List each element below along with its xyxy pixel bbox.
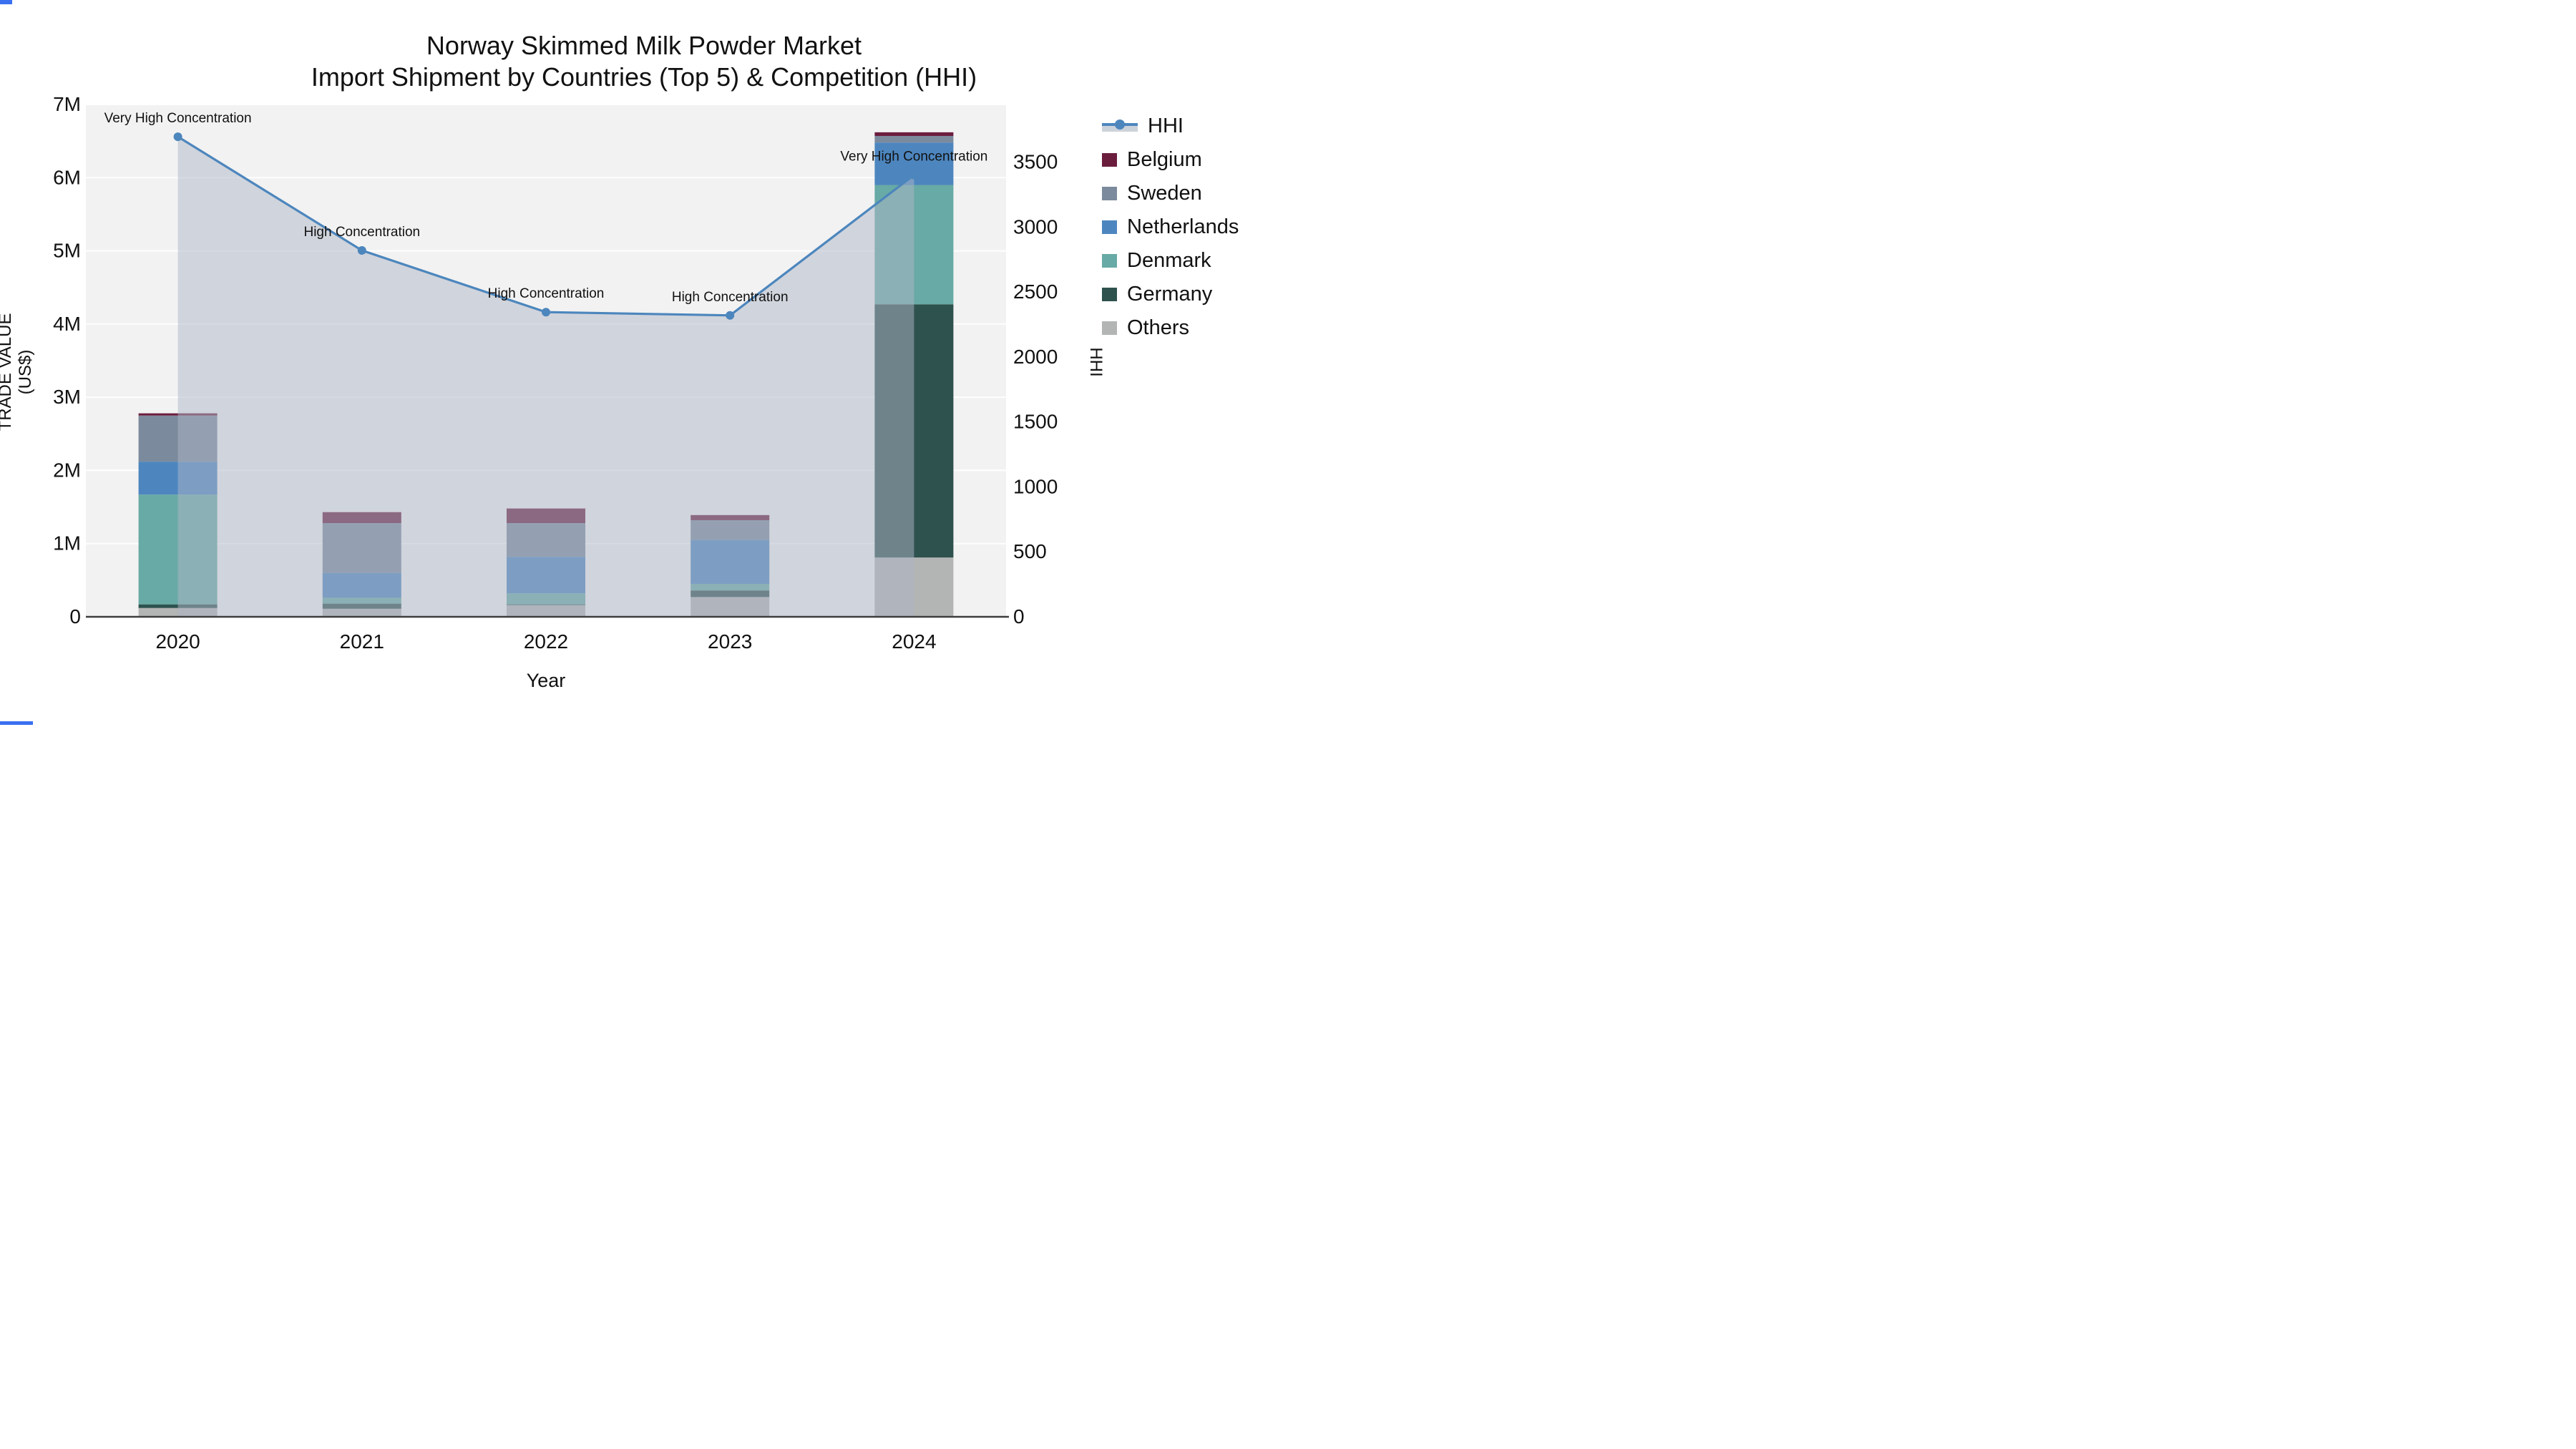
y-tick-label-2M: 2M [53,459,81,481]
hhi-marker-2024 [909,170,919,180]
y2-tick-label-500: 500 [1013,540,1047,562]
legend-swatch-others [1102,321,1117,335]
hhi-area-fill [177,137,914,617]
hhi-line-sample-icon [1102,119,1138,132]
legend-item-netherlands[interactable]: Netherlands [1102,215,1239,238]
x-tick-label-2020: 2020 [155,630,200,653]
annotation-2020: Very High Concentration [104,111,252,126]
hhi-marker-2020 [173,132,182,142]
legend-label-others: Others [1127,316,1190,339]
y-tick-label-0: 0 [69,605,81,628]
y-tick-label-4M: 4M [53,313,81,335]
x-tick-label-2022: 2022 [524,630,568,653]
bar-segment-belgium-2024[interactable] [874,132,954,136]
x-tick-label-2024: 2024 [892,630,936,653]
legend-swatch-belgium [1102,152,1117,167]
screen-corner-artifact-bottom [0,721,33,725]
y-tick-label-5M: 5M [53,240,81,262]
legend-label-germany: Germany [1127,282,1213,306]
legend-item-hhi[interactable]: HHI [1102,114,1239,137]
annotation-2024: Very High Concentration [840,150,987,165]
legend-item-denmark[interactable]: Denmark [1102,248,1239,272]
y2-tick-label-1500: 1500 [1013,411,1058,433]
hhi-marker-2023 [726,311,735,320]
x-tick-label-2023: 2023 [708,630,752,653]
legend-item-belgium[interactable]: Belgium [1102,147,1239,171]
hhi-marker-2022 [542,308,550,317]
legend-item-germany[interactable]: Germany [1102,282,1239,306]
y2-tick-label-3000: 3000 [1013,215,1058,238]
legend-swatch-netherlands [1102,220,1117,234]
plot-svg: Very High Concentration High Concentratio… [53,93,1058,653]
y-tick-label-6M: 6M [53,166,81,188]
chart-canvas: Norway Skimmed Milk Powder Market Import… [0,0,1288,725]
legend-swatch-denmark [1102,253,1117,268]
y2-axis-title: HHI [1086,347,1106,377]
chart-title-line2: Import Shipment by Countries (Top 5) & C… [311,62,977,92]
legend-label-belgium: Belgium [1127,147,1202,171]
y-axis-title: TRADE VALUE (US$) [0,313,35,431]
chart-title: Norway Skimmed Milk Powder Market Import… [0,30,1288,93]
legend-item-sweden[interactable]: Sweden [1102,181,1239,205]
legend: HHI Belgium Sweden Netherlands Denmark German… [1102,114,1239,339]
y2-tick-label-0: 0 [1013,605,1025,628]
chart-title-line1: Norway Skimmed Milk Powder Market [426,31,862,60]
legend-label-netherlands: Netherlands [1127,215,1239,238]
y2-tick-label-3500: 3500 [1013,151,1058,173]
y2-tick-label-2500: 2500 [1013,280,1058,303]
legend-label-hhi: HHI [1148,114,1184,137]
y2-tick-label-1000: 1000 [1013,475,1058,497]
y2-tick-label-2000: 2000 [1013,346,1058,368]
y-tick-label-1M: 1M [53,532,81,555]
annotation-2023: High Concentration [672,290,789,305]
annotation-2021: High Concentration [303,225,420,240]
y-tick-label-3M: 3M [53,386,81,408]
legend-item-others[interactable]: Others [1102,316,1239,339]
annotation-2022: High Concentration [488,286,605,301]
hhi-marker-2021 [357,245,366,255]
bar-segment-sweden-2024[interactable] [874,135,954,143]
legend-swatch-germany [1102,287,1117,301]
legend-swatch-sweden [1102,186,1117,200]
screen-corner-artifact-top [0,0,12,4]
x-axis-title: Year [526,670,566,691]
x-tick-label-2021: 2021 [340,630,384,653]
legend-label-sweden: Sweden [1127,181,1202,205]
y-tick-label-7M: 7M [53,93,81,115]
legend-label-denmark: Denmark [1127,248,1211,272]
